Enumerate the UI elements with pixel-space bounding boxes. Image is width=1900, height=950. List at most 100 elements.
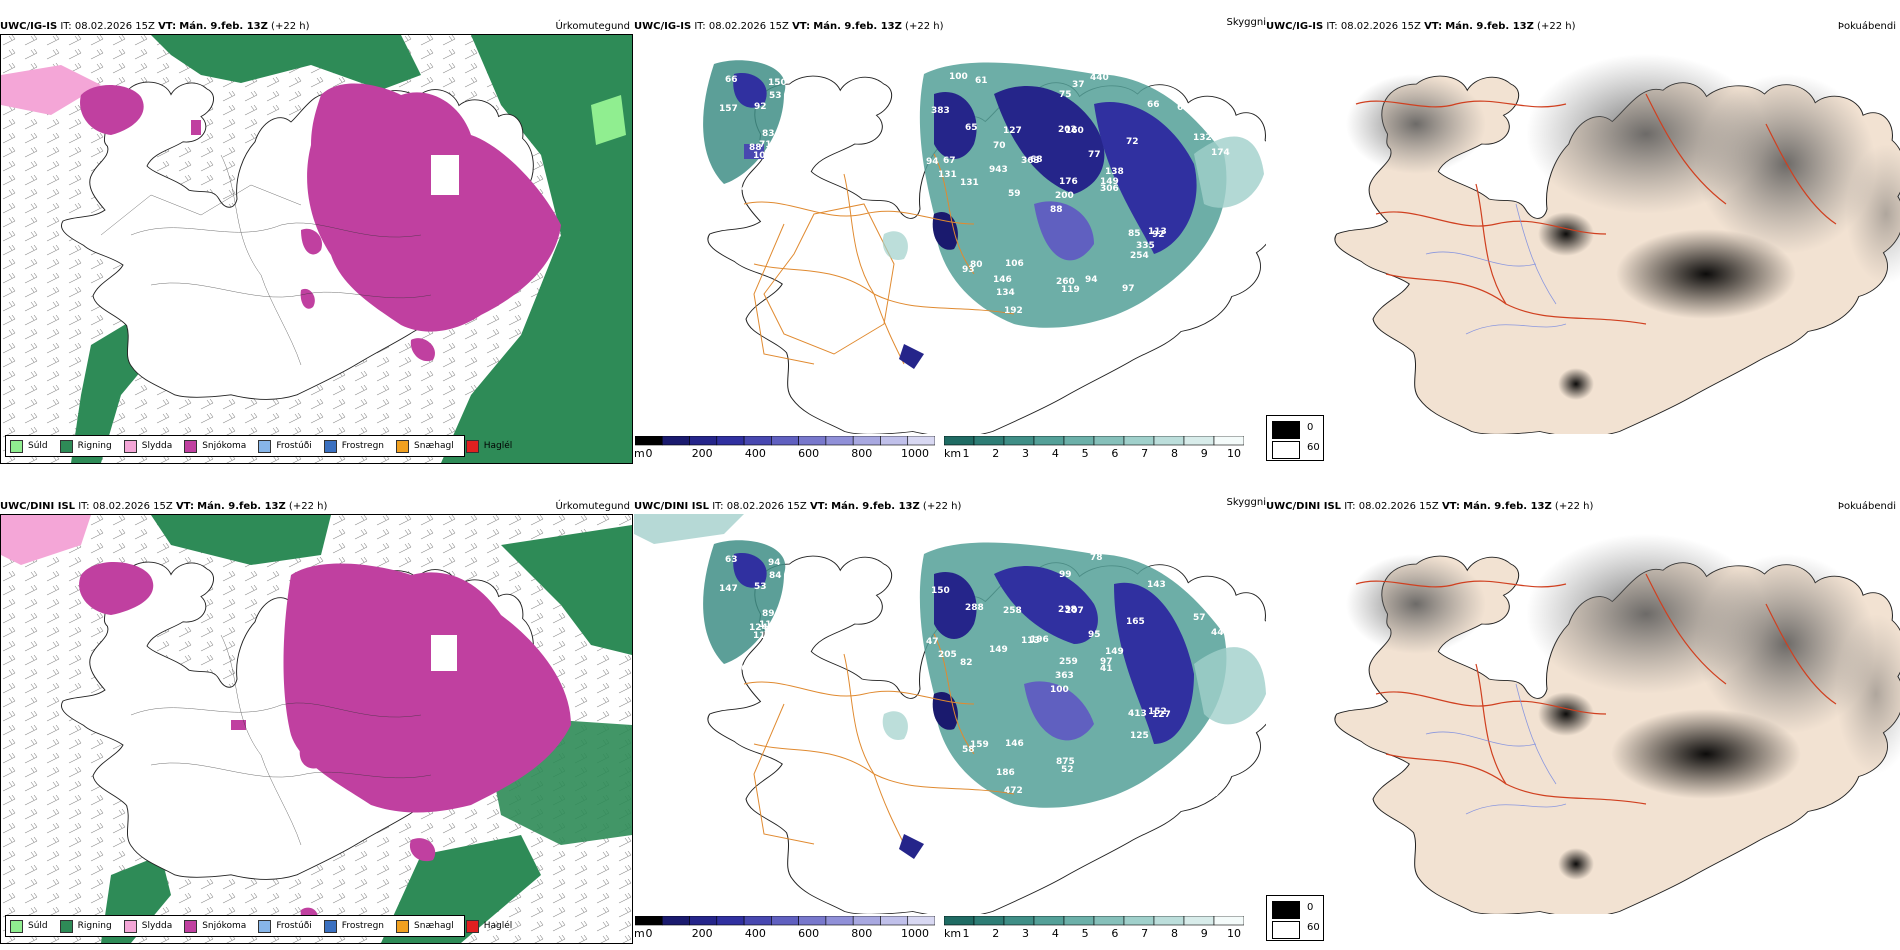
- ceiling-value-label: 151: [1182, 789, 1201, 799]
- colorbar-segment: [1093, 436, 1125, 446]
- lead-time: (+22 h): [1537, 21, 1576, 32]
- ceiling-value-label: 472: [1004, 786, 1023, 796]
- ceiling-value-label: 113: [1021, 636, 1040, 646]
- ceiling-value-label: 75: [1059, 90, 1072, 100]
- ceiling-value-label: 149: [1100, 177, 1119, 187]
- ceiling-value-label: 66: [725, 75, 738, 85]
- ceiling-value-label: 94: [1085, 275, 1098, 285]
- ceiling-value-label: 63: [725, 555, 738, 565]
- ceiling-value-label: 943: [989, 165, 1008, 175]
- ceiling-value-label: 41: [1100, 664, 1113, 674]
- legend-item: Frostúði: [258, 439, 312, 453]
- vt-label: VT:: [1441, 501, 1460, 512]
- ceiling-value-label: 97: [1122, 284, 1135, 294]
- visibility-colorbar: [944, 916, 1244, 926]
- colorbar-segment: [973, 916, 1005, 926]
- vt-value: Mán. 9.feb. 13Z: [1445, 21, 1534, 32]
- colorbar-segment: [1003, 916, 1035, 926]
- ceiling-unit: m: [634, 447, 645, 460]
- panel-type-label: Úrkomutegund: [555, 501, 630, 512]
- ceiling-value-label: 258: [1003, 606, 1022, 616]
- ceiling-value-label: 37: [1072, 80, 1085, 90]
- visibility-map: 105 157 88 55 83 94 150 92 53 71 66 89 131 64 88 72 84 20…: [634, 34, 1266, 434]
- ceiling-value-label: 78: [1090, 553, 1103, 563]
- it-value: 08.02.2026 15Z: [708, 21, 789, 32]
- ceiling-value-label: 160: [1065, 126, 1084, 136]
- colorbar-tick-label: 5: [1081, 447, 1089, 460]
- ceiling-value-label: 256: [948, 779, 967, 789]
- ceiling-value-label: 61: [975, 76, 988, 86]
- ceiling-value-label: 306: [1100, 184, 1119, 194]
- colorbar-segment: [661, 916, 690, 926]
- colorbar-segment: [771, 436, 799, 446]
- colorbar-tick-label: 5: [1081, 927, 1089, 940]
- colorbar-tick-label: 200: [691, 927, 713, 940]
- ceiling-value-label: 68: [1030, 155, 1043, 165]
- visibility-panel-row1: UWC/IG-IS IT: 08.02.2026 15Z VT: Mán. 9.…: [634, 0, 1324, 470]
- ceiling-value-label: 84: [975, 313, 988, 323]
- ceiling-colorbar: [635, 436, 935, 446]
- panel-type-label: Skyggni: [1226, 17, 1266, 28]
- colorbar-segment: [880, 916, 909, 926]
- model-name: UWC/IG-IS: [634, 21, 692, 32]
- colorbar-tick-label: 1: [962, 447, 970, 460]
- legend-item: Rigning: [59, 439, 112, 453]
- panel-header: UWC/IG-IS IT: 08.02.2026 15Z VT: Mán. 9.…: [1266, 20, 1575, 33]
- colorbar-segment: [635, 436, 663, 446]
- colorbar-segment: [716, 916, 745, 926]
- visibility-unit: km: [944, 447, 962, 460]
- ceiling-value-label: 146: [993, 275, 1012, 285]
- ceiling-value-label: 88: [1050, 205, 1063, 215]
- ceiling-value-label: 64: [1211, 114, 1224, 124]
- panel-type-label: Úrkomutegund: [555, 21, 630, 32]
- ceiling-value-label: 83: [716, 679, 729, 689]
- colorbar-tick-label: 4: [1051, 927, 1059, 940]
- colorbar-segment: [852, 916, 881, 926]
- ceiling-value-label: 196: [1030, 635, 1049, 645]
- colorbar-tick-label: 400: [744, 927, 766, 940]
- colorbar-segment: [716, 436, 745, 446]
- fog-map: [1266, 514, 1900, 914]
- ceiling-value-label: 207: [1065, 606, 1084, 616]
- ceiling-value-label: 94: [735, 184, 748, 194]
- legend-item: Haglél: [465, 439, 512, 453]
- colorbar-segment: [825, 436, 854, 446]
- ceiling-value-label: 134: [996, 288, 1015, 298]
- vt-value: Mán. 9.feb. 13Z: [813, 21, 902, 32]
- ceiling-value-label: 123: [1182, 309, 1201, 319]
- colorbar-tick-label: 600: [798, 447, 820, 460]
- legend-item: Frostúði: [258, 919, 312, 933]
- colorbar-segment: [944, 916, 975, 926]
- ceiling-value-label: 59: [1008, 189, 1021, 199]
- ceiling-value-label: 200: [1055, 191, 1074, 201]
- colorbar-segment: [1183, 916, 1215, 926]
- legend-item: Slydda: [123, 439, 172, 453]
- visibility-colorbar: [944, 436, 1244, 446]
- ceiling-value-label: 72: [1126, 137, 1139, 147]
- precip-legend: Súld Rigning Slydda Snjókoma Frostúði Fr…: [5, 435, 512, 457]
- fog-map: [1266, 34, 1900, 434]
- precip-map: Súld Rigning Slydda Snjókoma Frostúði Fr…: [0, 514, 633, 944]
- panel-header: UWC/DINI ISL IT: 08.02.2026 15Z VT: Mán.…: [1266, 500, 1593, 513]
- panel-header: UWC/DINI ISL IT: 08.02.2026 15Z VT: Mán.…: [634, 500, 961, 513]
- ceiling-value-label: 95: [1088, 630, 1101, 640]
- ceiling-value-label: 92: [754, 102, 767, 112]
- ceiling-colorbar: [635, 916, 935, 926]
- colorbar-tick-label: 2: [992, 447, 1000, 460]
- colorbar-segment: [1123, 436, 1155, 446]
- colorbar-tick-label: 400: [744, 447, 766, 460]
- fog-legend-box: 0 60: [1266, 415, 1324, 461]
- ceiling-value-label: 150: [768, 78, 787, 88]
- ceiling-value-label: 147: [719, 584, 738, 594]
- visibility-map: 112 147 124 83 89 164 94 53 84 115 63 94 82 78 100 165 1…: [634, 514, 1266, 914]
- fog-panel-row1: UWC/IG-IS IT: 08.02.2026 15Z VT: Mán. 9.…: [1266, 0, 1900, 470]
- colorbar-segment: [907, 436, 935, 446]
- legend-item: Frostregn: [323, 919, 384, 933]
- colorbar-segment: [771, 916, 799, 926]
- ceiling-value-label: 383: [931, 106, 950, 116]
- vt-label: VT:: [158, 21, 177, 32]
- colorbar-segment: [661, 436, 690, 446]
- panel-header: UWC/IG-IS IT: 08.02.2026 15Z VT: Mán. 9.…: [0, 20, 309, 33]
- colorbar-tick-label: 7: [1141, 447, 1149, 460]
- legend-item: Rigning: [59, 919, 112, 933]
